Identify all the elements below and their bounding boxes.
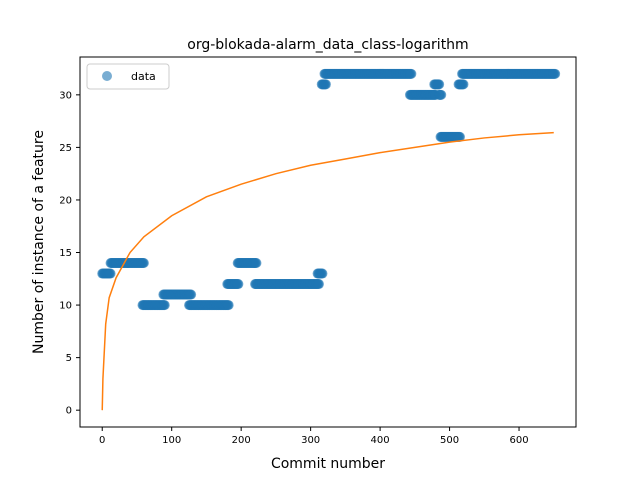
data-point	[550, 68, 561, 79]
legend-box	[86, 63, 170, 90]
data-point	[406, 68, 417, 79]
x-tick-label: 100	[162, 435, 181, 446]
data-point	[313, 279, 324, 290]
data-point	[138, 258, 149, 269]
y-tick-label: 0	[66, 406, 72, 417]
x-axis-label: Commit number	[271, 456, 385, 472]
data-point	[458, 79, 469, 90]
y-axis-label: Number of instance of a feature	[31, 130, 47, 354]
data-point	[186, 289, 197, 300]
x-tick-label: 400	[371, 435, 390, 446]
data-point	[320, 79, 331, 90]
data-point	[105, 268, 116, 279]
x-tick-label: 0	[99, 435, 105, 446]
y-ticks: 0 5 10 15 20 25 30	[59, 90, 80, 417]
y-tick-label: 20	[59, 195, 72, 206]
fit-line	[101, 131, 554, 411]
data-point	[317, 268, 328, 279]
x-ticks: 0 100 200 300 400 500 600	[99, 427, 529, 446]
data-point	[223, 300, 234, 311]
x-tick-label: 300	[301, 435, 320, 446]
x-tick-label: 600	[509, 435, 528, 446]
y-tick-label: 5	[66, 353, 72, 364]
data-point	[454, 131, 465, 142]
data-points	[97, 68, 561, 311]
legend-label-data: data	[131, 70, 156, 83]
x-tick-label: 200	[232, 435, 251, 446]
data-point	[251, 258, 262, 269]
y-tick-label: 30	[59, 90, 72, 101]
plot-area	[80, 57, 576, 427]
y-tick-label: 25	[59, 143, 72, 154]
data-point	[159, 300, 170, 311]
y-tick-label: 15	[59, 248, 72, 259]
legend: data	[86, 63, 170, 90]
plot-frame	[79, 56, 577, 428]
y-tick-label: 10	[59, 301, 72, 312]
legend-marker-data	[102, 71, 112, 81]
x-tick-label: 500	[440, 435, 459, 446]
data-point	[434, 79, 445, 90]
data-point	[233, 279, 244, 290]
fit-line-layer	[101, 131, 554, 411]
chart-title: org-blokada-alarm_data_class-logarithm	[187, 37, 468, 53]
data-point	[436, 89, 447, 100]
